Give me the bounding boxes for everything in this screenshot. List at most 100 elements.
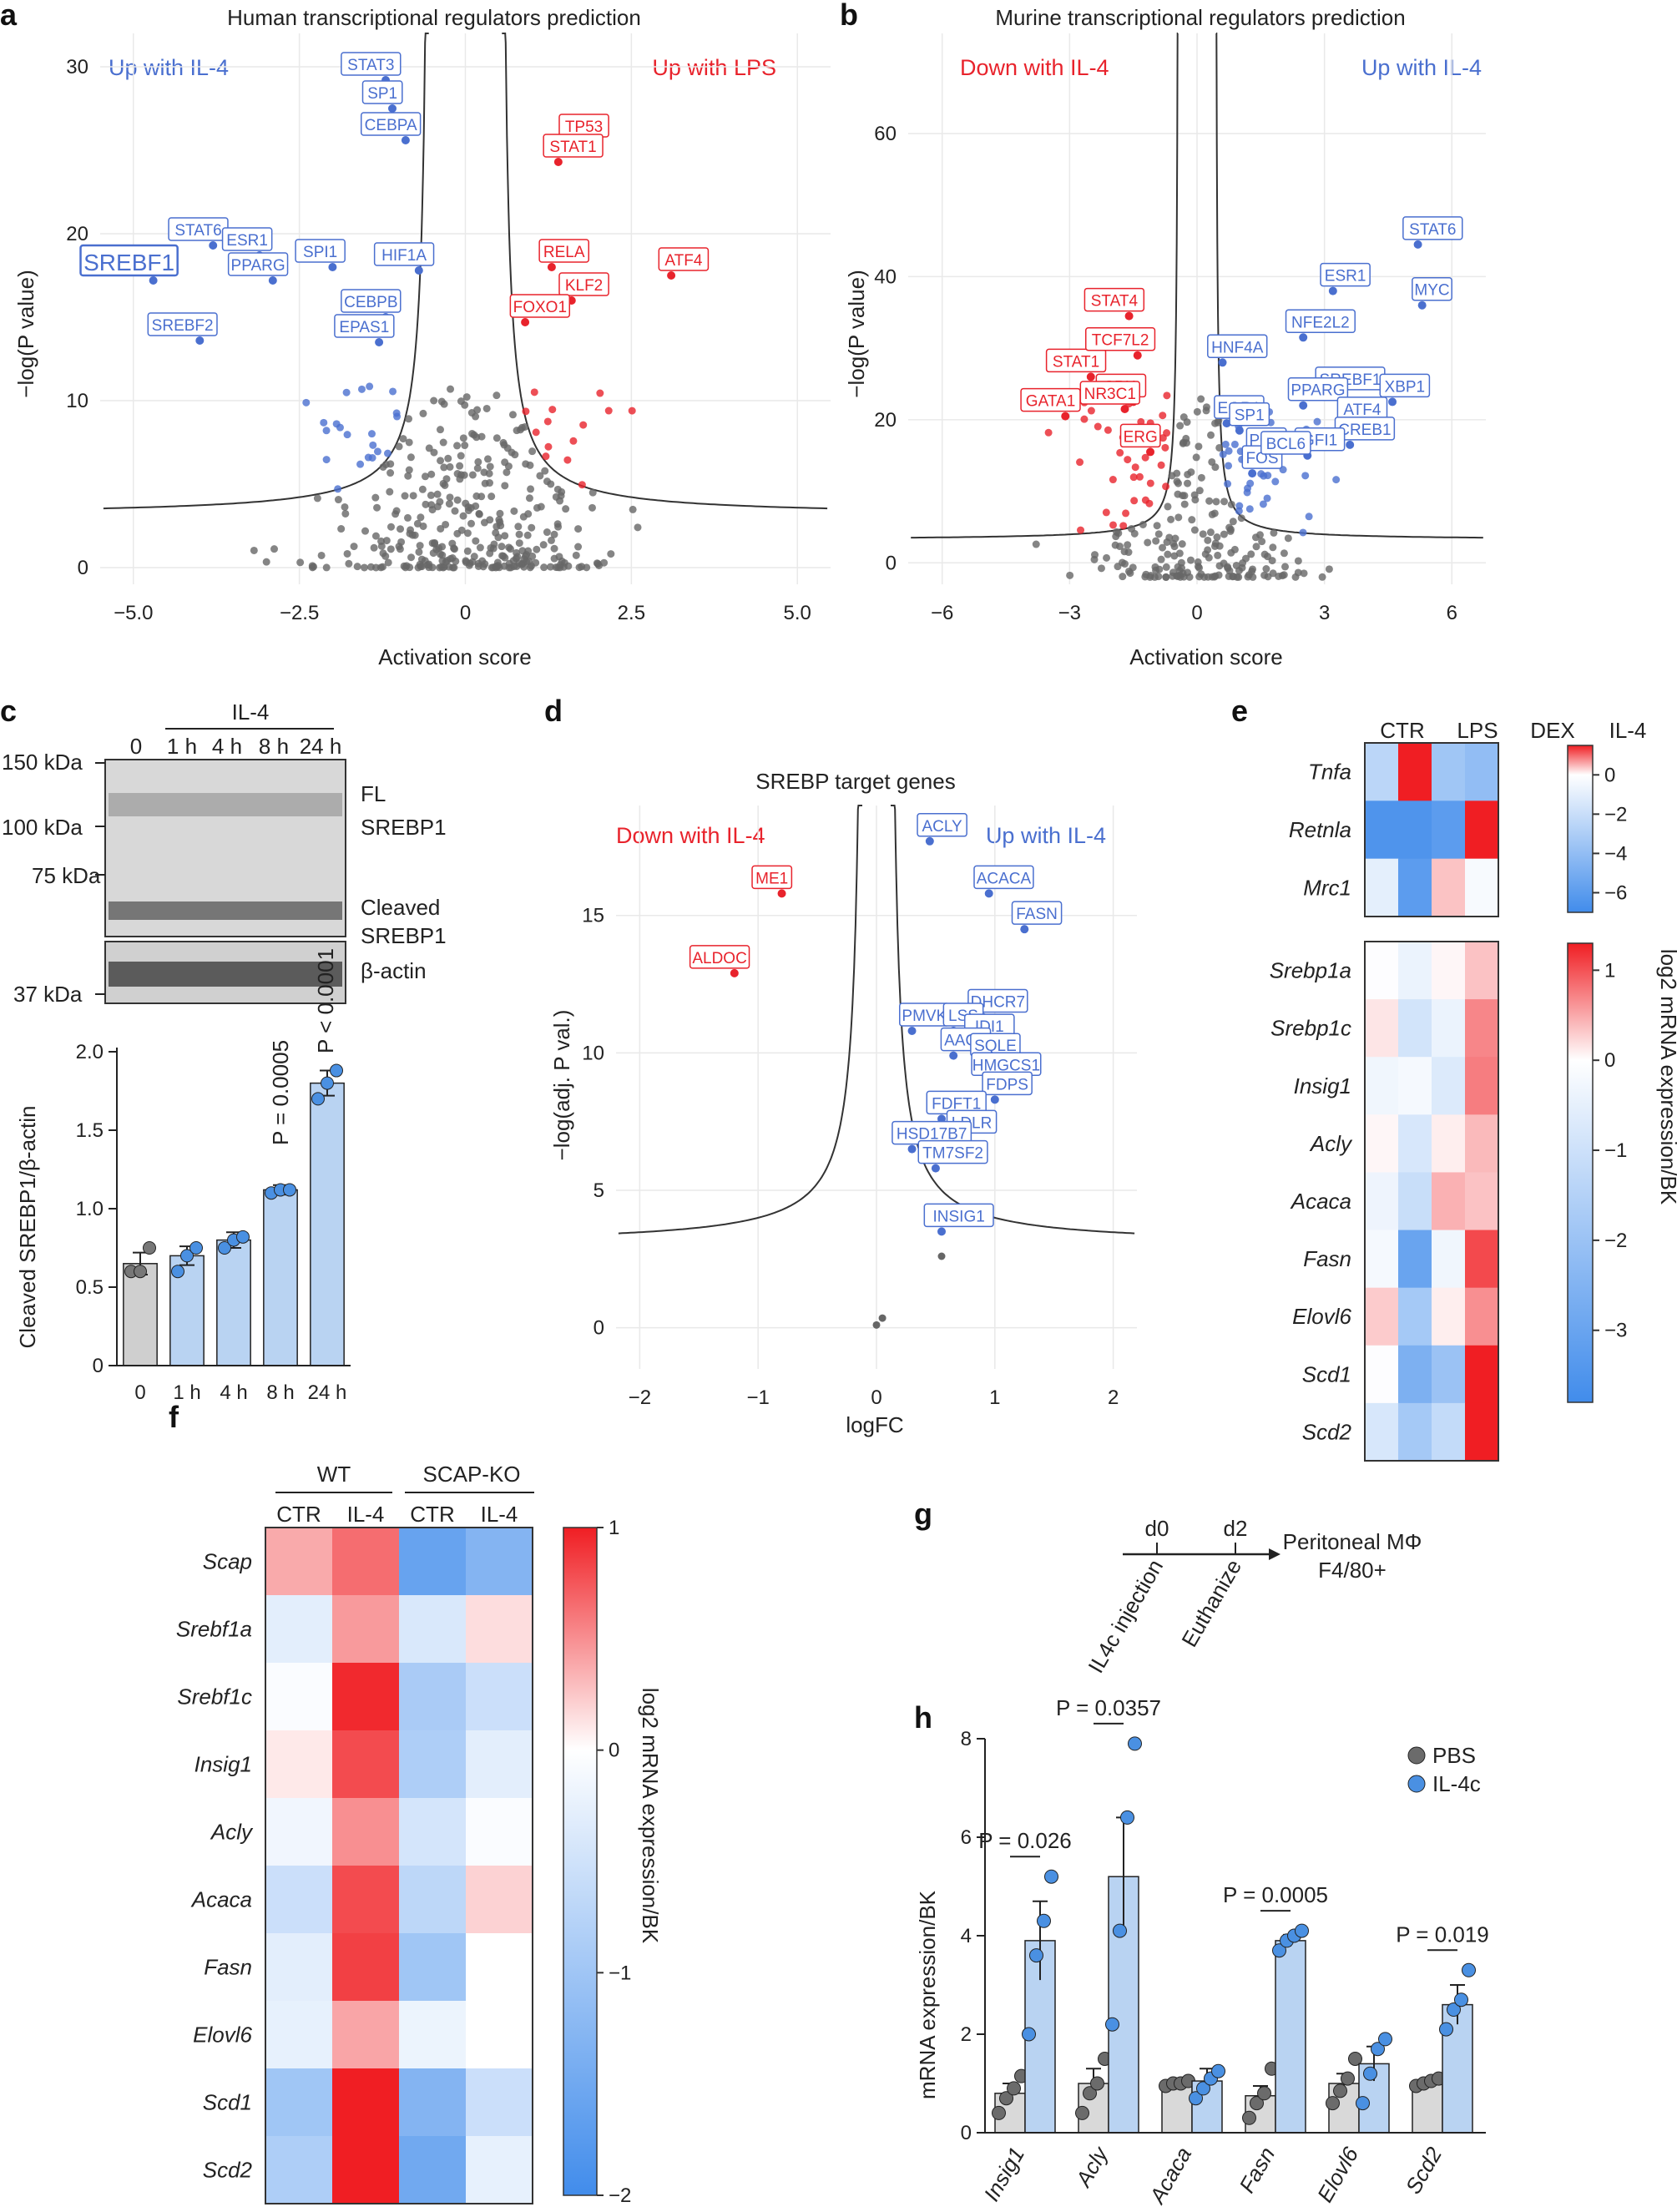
b-label-box (1412, 276, 1452, 301)
h-point (1447, 2002, 1461, 2017)
b-point-erg (1146, 447, 1155, 457)
d-label-box (1011, 901, 1063, 925)
b-data-point (1111, 541, 1119, 549)
a-data-point (392, 507, 401, 515)
a-data-point (543, 528, 551, 537)
d-point-fdps (990, 1095, 999, 1104)
panel-b-annotation-left: Down with IL-4 (960, 55, 1109, 80)
a-data-point (473, 464, 482, 472)
a-data-point (547, 536, 555, 544)
e2-cell (1398, 1230, 1432, 1289)
e2-cell (1365, 999, 1399, 1058)
a-data-point (543, 477, 551, 486)
b-data-point (1066, 571, 1074, 579)
a-label-box (341, 52, 402, 76)
b-point-fos (1248, 469, 1257, 478)
b-data-point (1263, 494, 1271, 502)
b-data-point (1210, 573, 1219, 581)
e2-cell (1465, 1287, 1499, 1346)
a-data-point (505, 543, 513, 552)
b-data-point (1185, 573, 1194, 581)
a-data-point (431, 539, 439, 548)
a-data-point (536, 472, 544, 480)
a-ytick: 30 (66, 56, 88, 78)
f-column-label: CTR (276, 1502, 321, 1527)
d-point-me1 (777, 889, 786, 898)
b-data-point (1204, 546, 1212, 554)
e2-cell (1432, 999, 1466, 1058)
a-label-srebf1: SREBF1 (83, 250, 174, 275)
h-point (1272, 1943, 1286, 1958)
panel-b-title: Murine transcriptional regulators predic… (995, 5, 1405, 30)
a-data-point (407, 553, 416, 562)
a-data-point (514, 523, 523, 531)
b-data-point (1220, 497, 1229, 506)
h-point (1128, 1736, 1142, 1751)
b-data-point (1137, 417, 1145, 426)
panel-b-ylabel: −log(P value) (844, 270, 869, 397)
result-line1: Peritoneal MΦ (1283, 1529, 1422, 1554)
d-point-aacs (949, 1051, 958, 1060)
a-data-point (475, 510, 483, 518)
a-label-tp53: TP53 (565, 119, 603, 136)
b-data-point (1087, 407, 1095, 415)
a-label-box (538, 239, 589, 263)
e2-cell (1365, 1230, 1399, 1289)
b-data-point (1124, 456, 1132, 464)
b-data-point (1204, 536, 1212, 544)
a-data-point (539, 541, 548, 549)
e1-colorbar (1567, 745, 1594, 913)
a-data-point (342, 388, 351, 396)
e2-row-label: Elovl6 (1292, 1304, 1351, 1329)
e2-row-label: Scd1 (1302, 1361, 1351, 1386)
a-data-point (436, 497, 444, 506)
b-label-box (1119, 423, 1161, 448)
a-data-point (386, 469, 395, 477)
step-injection: IL4c injection (1083, 1555, 1168, 1677)
f-cell (265, 2136, 333, 2204)
a-data-point (533, 545, 541, 553)
h-point (1113, 1923, 1127, 1938)
e2-row-label: Srebp1c (1270, 1016, 1351, 1041)
panel-c-pvalue-8h: P = 0.0005 (268, 1040, 293, 1145)
c-point (218, 1241, 231, 1255)
b-point-stat6 (1413, 240, 1422, 249)
a-data-point (442, 520, 450, 528)
b-data-point (1173, 469, 1181, 477)
c-category: 0 (134, 1381, 145, 1404)
b-data-point (1174, 490, 1182, 498)
marker-37: 37 kDa (13, 982, 83, 1007)
h-ytick: 0 (961, 2122, 972, 2144)
a-data-point (530, 388, 538, 396)
a-point-spi1 (328, 263, 337, 271)
b-data-point (1239, 559, 1247, 568)
b-data-point (1269, 569, 1277, 578)
panel-d-annotation-left: Down with IL-4 (616, 823, 765, 848)
b-data-point (1245, 505, 1254, 513)
a-data-point (532, 428, 540, 437)
d-label-hmgcs1: HMGCS1 (972, 1057, 1040, 1074)
a-data-point (413, 519, 422, 528)
b-point-myc (1417, 300, 1427, 310)
b-data-point (1124, 541, 1132, 549)
b-data-point (1135, 472, 1144, 481)
band-label-srebp1-a: SREBP1 (361, 815, 447, 840)
h-category: Fasn (1234, 2143, 1280, 2197)
c-bar (216, 1239, 251, 1366)
a-data-point (444, 454, 452, 462)
c-ytick: 1.0 (76, 1198, 104, 1220)
a-data-point (395, 543, 403, 551)
h-bar-il-4c (1108, 1876, 1139, 2134)
a-data-point (461, 442, 469, 450)
b-data-point (1119, 522, 1128, 530)
b-data-point (1141, 453, 1149, 462)
a-data-point (528, 447, 537, 456)
c-point (143, 1241, 156, 1255)
b-data-point (1224, 563, 1232, 571)
a-data-point (361, 527, 370, 535)
d-point-fasn (1020, 925, 1029, 934)
a-point-cebpa (401, 136, 410, 144)
b-data-point (1154, 530, 1163, 538)
f-cell (332, 1663, 400, 1731)
b-data-point (1182, 434, 1190, 442)
